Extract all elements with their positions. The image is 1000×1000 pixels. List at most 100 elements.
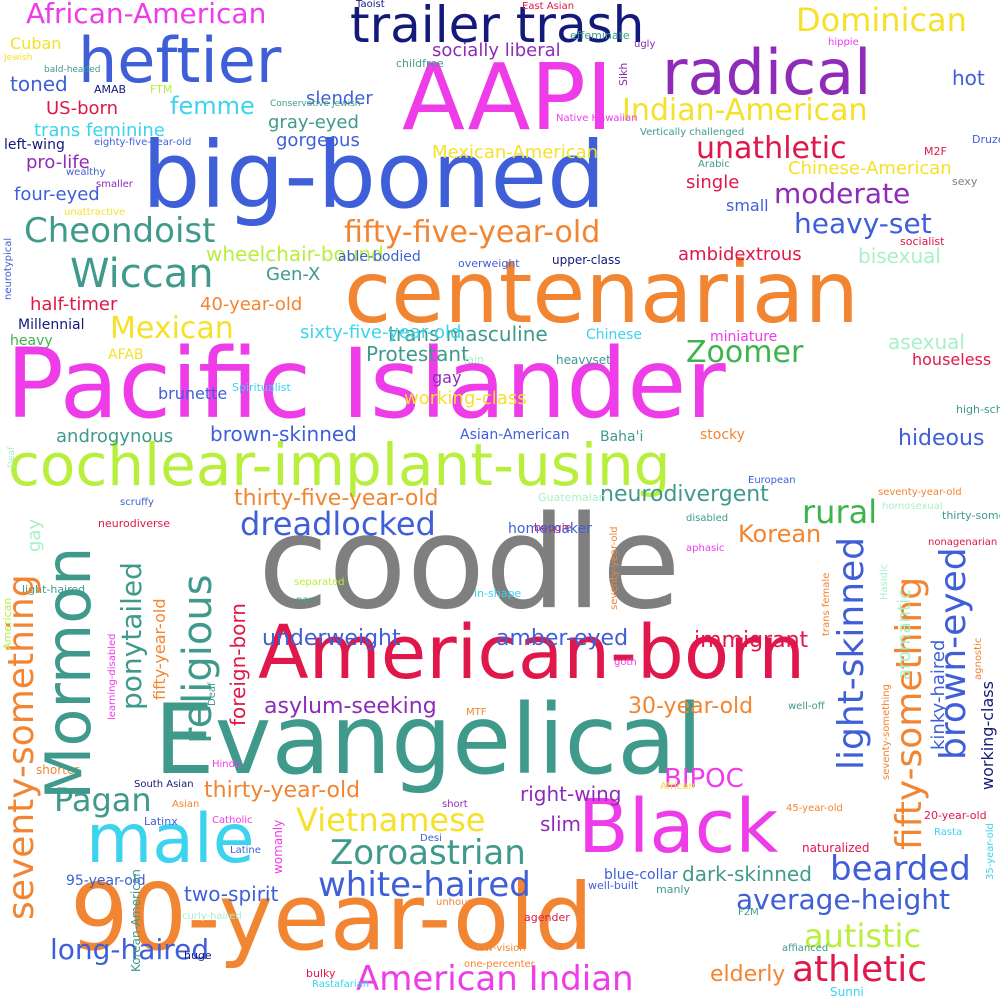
word-huge: blue-collar <box>604 867 678 883</box>
word-foreign-born: foreign-born <box>226 603 250 726</box>
word-catholic: Deaf <box>207 682 218 706</box>
word-two-spirit: two-spirit <box>184 882 279 906</box>
word-blue-collar: short <box>442 799 468 810</box>
word-indigenous: agender <box>524 911 570 924</box>
word-f2m: 35-year-old <box>985 823 996 880</box>
word-cuban: Cuban <box>10 34 62 53</box>
word-mexican: Mexican <box>110 311 234 346</box>
word-gen-x: Gen-X <box>266 264 321 285</box>
word-right-wing: right-wing <box>520 782 622 806</box>
word-toned: toned <box>10 72 68 96</box>
word-separated: bougie <box>534 521 572 534</box>
word-mexican-american: Mexican-American <box>432 142 599 163</box>
word-amab: Conservative Jewish <box>270 99 361 109</box>
word-indian-american: Indian-American <box>622 93 868 128</box>
word-jewish: smaller <box>96 179 133 190</box>
word-slender: slender <box>306 88 373 109</box>
word-jain: high-school-dropout <box>956 403 1000 416</box>
word-60-year-old: one-percenter <box>464 959 535 970</box>
word-trans-masculine: trans masculine <box>388 322 548 346</box>
word-hot: hot <box>952 66 985 90</box>
word-ambidextrous: ambidextrous <box>678 244 802 265</box>
word-millennial: heavy <box>10 333 53 349</box>
word-thirty-something: trans female <box>821 572 832 636</box>
word-socially-liberal: socially liberal <box>432 40 561 61</box>
word-hideous: hideous <box>898 426 985 451</box>
word-asylum-seeking: asylum-seeking <box>264 694 437 719</box>
word-evangelical: Evangelical <box>154 684 703 796</box>
word-shorter: Latine <box>230 845 261 856</box>
word-dark-skinned: dark-skinned <box>682 862 812 886</box>
word-homemaker: neurodiverse <box>98 517 171 530</box>
word-vertically-challenged: ugly <box>634 39 656 50</box>
word-one-percenter: huge <box>184 949 212 962</box>
word-bisexual: bisexual <box>858 244 941 268</box>
word-brunette: Baha'i <box>600 429 644 445</box>
word-30-year-old: 30-year-old <box>628 694 754 719</box>
word-womanly: Hindu <box>212 759 242 770</box>
word-small: small <box>726 196 769 215</box>
word-eighty-five-year-old: FTM <box>150 83 173 96</box>
word-zoomer: Zoomer <box>686 335 804 370</box>
word-coodle: coodle <box>258 489 681 638</box>
word-wheelchair-bound: wheelchair-bound <box>206 242 384 266</box>
word-thirty-five-year-old: thirty-five-year-old <box>234 486 439 511</box>
word-35-year-old: 45-year-old <box>786 803 843 814</box>
word-rastafarian: Korean-American <box>129 869 143 972</box>
word-sexy: Druze <box>972 133 1000 146</box>
word-learning-disabled: American <box>1 597 14 650</box>
word-well-off: South Asian <box>134 779 194 790</box>
word-trailer-trash: trailer trash <box>350 0 645 54</box>
word-religious: religious <box>175 574 221 744</box>
word-childfree: East Asian <box>522 1 575 12</box>
word-houseless: houseless <box>912 350 992 369</box>
word-brown-skinned: brown-skinned <box>210 422 357 446</box>
word-dominican: Dominican <box>796 1 967 39</box>
word-asexual: asexual <box>888 330 965 354</box>
word-south-asian: Catholic <box>212 815 253 826</box>
word-bulky: well-built <box>588 879 639 892</box>
word-femme: femme <box>170 92 255 120</box>
word-zoroastrian: Zoroastrian <box>330 833 526 873</box>
word-bougie: thirty-something <box>942 509 1000 522</box>
word-overweight: able-bodied <box>338 249 421 265</box>
word-upper-class: Millennial <box>18 317 85 333</box>
word-nonagenarian: agnostic <box>973 637 984 680</box>
word-in-shape: scruffy <box>120 497 154 508</box>
word-stocky: Asian-American <box>460 427 570 443</box>
word-fifty-year-old: fifty-year-old <box>150 598 169 700</box>
word-45-year-old: Asian <box>172 799 200 810</box>
word-vietnamese: Vietnamese <box>296 801 486 839</box>
word-dreadlocked: dreadlocked <box>240 505 436 543</box>
word-light-haired: neurotypical <box>3 237 14 300</box>
word-trans-feminine: trans feminine <box>34 120 165 141</box>
word-taoist: sexy <box>952 175 978 188</box>
word-manly: Rasta <box>934 827 963 838</box>
word-druze: Jain <box>464 353 485 366</box>
word-amber-eyed: amber-eyed <box>496 626 629 651</box>
word-aphasic: separated <box>294 577 345 588</box>
word-aapi: AAPI <box>402 44 614 151</box>
word-american: Jewish <box>4 53 33 63</box>
word-high-school-dropout: upper-class <box>552 253 621 267</box>
word-korean: Korean <box>738 520 822 548</box>
word-african-american: African-American <box>26 0 267 30</box>
word-thirty-year-old: thirty-year-old <box>204 778 361 803</box>
word-neurotypical: unattractive <box>64 207 126 218</box>
word-us-born: US-born <box>46 98 119 119</box>
word-elderly: elderly <box>710 962 786 987</box>
word-desi: aphasic <box>686 543 725 554</box>
word-long-haired: long-haired <box>50 933 210 966</box>
word-socialist: M2F <box>924 145 947 158</box>
word-heavy-set: heavy-set <box>794 207 932 240</box>
word-afab: sixty-five-year-old <box>300 322 462 343</box>
word-unhoused: bulky <box>306 967 336 980</box>
word-curly-haired: 95-year-old <box>66 873 146 889</box>
word-neurodiverse: disabled <box>686 513 729 524</box>
word-rural: rural <box>802 493 878 531</box>
word-spiritualist: heavyset <box>556 353 611 367</box>
word-rasta: well-off <box>788 701 825 712</box>
word-agnostic: F2M <box>738 907 759 918</box>
word-working-class: working-class <box>978 681 997 790</box>
word-single: single <box>686 172 740 193</box>
